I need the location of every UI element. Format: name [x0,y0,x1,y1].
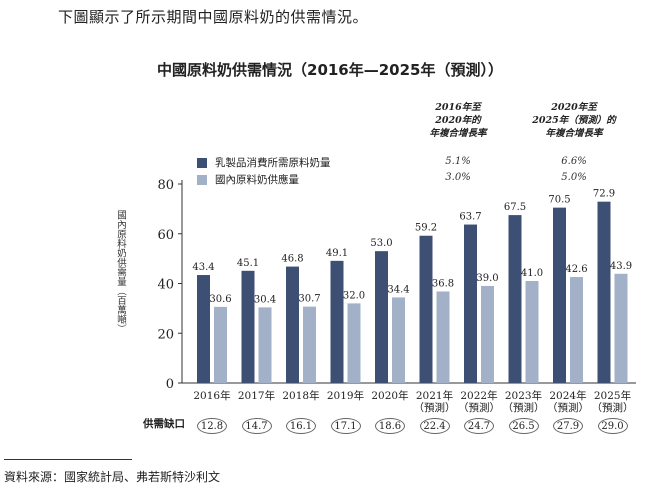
x-tick-label: 2016年 [193,389,230,402]
x-tick-label: （預測） [547,401,589,414]
bar-supply [392,297,405,383]
gap-value: 24.7 [464,418,494,434]
bar-demand [375,251,388,383]
gap-value: 17.1 [330,418,361,434]
source-divider [4,459,132,460]
bar-demand [286,266,299,383]
cagr-demand-2016-2020: 5.1% [445,156,471,167]
gap-value: 29.0 [597,418,628,434]
data-label-demand: 70.5 [548,195,570,206]
y-tick-label: 60 [157,228,174,243]
data-label-supply: 34.4 [387,284,409,295]
bar-demand [330,260,344,383]
chart-title: 中國原料奶供需情況（2016年—2025年（預測）） [157,61,503,79]
gap-value: 27.9 [553,418,583,434]
data-label-demand: 59.2 [415,223,437,234]
gap-label: 供需缺口 [143,418,185,430]
x-tick-label: 2020年 [371,389,408,402]
gap-value: 26.5 [508,418,539,434]
y-axis-label: 國內原料奶供需量（百萬噸） [115,210,126,334]
bar-supply [570,277,583,383]
data-label-supply: 43.9 [610,261,632,272]
data-label-demand: 45.1 [237,258,259,269]
data-label-supply: 42.6 [565,264,587,275]
gap-value: 14.7 [241,418,272,434]
bar-supply [525,281,539,383]
y-tick-label: 80 [157,178,174,193]
x-tick-label: 2024年 [549,389,586,402]
source-text: 資料來源：國家統計局、弗若斯特沙利文 [4,470,221,484]
gap-value: 16.1 [286,418,316,434]
bar-demand [241,270,255,383]
data-label-supply: 36.8 [432,278,454,289]
x-tick-label: 2021年 [416,389,453,402]
data-label-demand: 72.9 [593,189,615,200]
data-label-demand: 43.4 [192,262,214,273]
x-tick-label: （預測） [458,401,500,414]
legend-supply-swatch [197,174,207,185]
data-label-demand: 53.0 [370,238,392,249]
bar-supply [303,306,316,383]
data-label-supply: 30.6 [209,294,231,305]
legend-demand: 乳製品消費所需原料奶量 [197,155,331,170]
bar-supply [436,291,450,383]
bar-demand [597,201,611,383]
bar-supply [347,303,361,383]
cagr-supply-2020-2025: 5.0% [561,172,587,183]
intro-text: 下圖顯示了所示期間中國原料奶的供需情況。 [58,8,369,26]
bar-supply [614,273,628,383]
legend-supply-label: 國內原料奶供應量 [215,174,299,186]
gap-value: 22.4 [419,418,450,434]
bar-supply [258,307,272,383]
y-tick-label: 0 [166,377,174,392]
x-tick-label: 2019年 [327,389,364,402]
data-label-demand: 67.5 [504,202,526,213]
data-label-supply: 30.7 [298,294,320,305]
x-tick-label: 2017年 [238,389,275,402]
y-tick-label: 20 [157,327,174,342]
cagr-demand-2020-2025: 6.6% [561,156,587,167]
data-label-supply: 32.0 [343,290,365,301]
bar-demand [419,235,433,383]
cagr-supply-2016-2020: 3.0% [445,172,471,183]
bar-chart: 0 20 40 60 80 43.4 30.6 2016年 45.1 30.4 2017年 46.8 3… [157,178,636,414]
data-label-supply: 30.4 [254,294,276,305]
x-tick-label: （預測） [414,401,456,414]
bar-demand [464,224,477,383]
data-label-supply: 41.0 [521,268,543,279]
legend-demand-swatch [197,157,207,168]
bar-demand [197,275,210,383]
cagr-header-2020-2025: 2020年至 2025年（預測）的 年複合增長率 [532,102,616,139]
data-label-demand: 46.8 [281,254,303,265]
x-tick-label: 2022年 [460,389,497,402]
x-tick-label: 2018年 [282,389,319,402]
x-tick-label: （預測） [503,401,545,414]
x-tick-label: 2023年 [505,389,542,402]
legend-supply: 國內原料奶供應量 [197,172,299,187]
legend-demand-label: 乳製品消費所需原料奶量 [215,157,331,169]
cagr-header-2016-2020: 2016年至 2020年的 年複合增長率 [429,102,487,139]
x-tick-label: （預測） [592,401,634,414]
x-tick-label: 2025年 [594,389,631,402]
data-label-supply: 39.0 [476,273,498,284]
gap-value: 18.6 [375,418,405,434]
bar-demand [508,215,522,383]
data-label-demand: 49.1 [326,248,348,259]
y-tick-label: 40 [157,278,174,293]
data-label-demand: 63.7 [459,212,481,223]
bar-demand [553,207,566,383]
bar-supply [214,306,227,383]
bar-supply [481,285,494,383]
gap-value: 12.8 [197,418,227,434]
